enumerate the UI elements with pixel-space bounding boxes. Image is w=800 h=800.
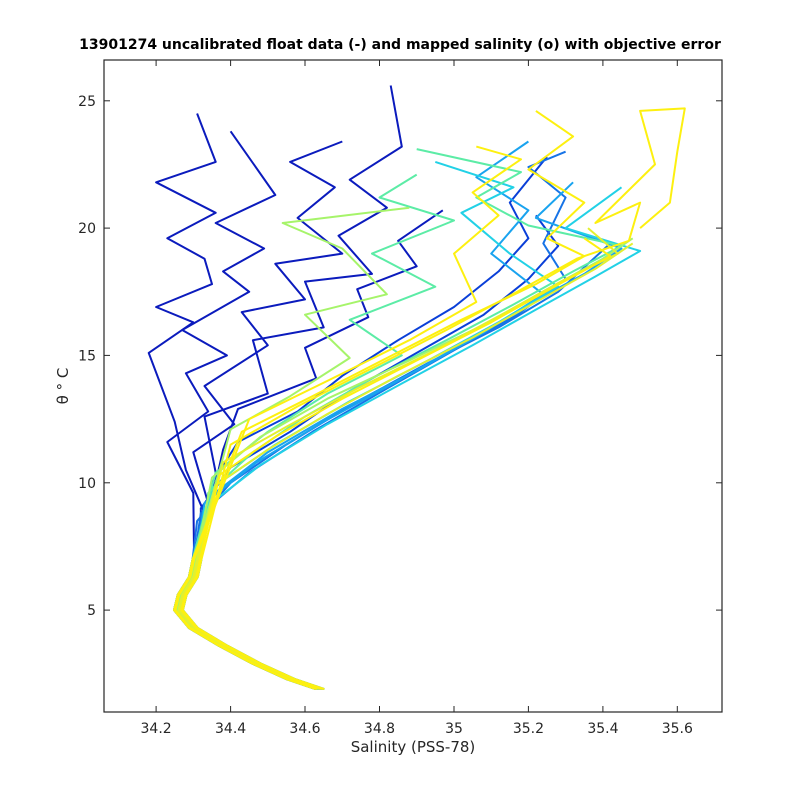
profile-line-23: [174, 145, 522, 691]
x-tick-label: 35.6: [662, 721, 693, 737]
y-tick-label: 20: [78, 221, 96, 237]
profile-line-21: [181, 107, 686, 691]
y-tick-label: 5: [87, 603, 96, 619]
series-layer: [147, 85, 686, 691]
chart-title: 13901274 uncalibrated float data (-) and…: [79, 37, 721, 53]
ticks-layer: 34.2 34.4 34.6 34.8 35 35.2 35.4 35.6 5 10 15 20 25: [78, 60, 722, 737]
y-tick-label: 25: [78, 94, 96, 110]
x-axis-label: Salinity (PSS-78): [351, 738, 476, 756]
x-tick-label: 35: [445, 721, 463, 737]
x-tick-label: 34.2: [141, 721, 172, 737]
plot-area: [104, 60, 722, 712]
y-tick-label: 15: [78, 348, 96, 364]
x-tick-label: 34.6: [289, 721, 320, 737]
y-axis-label: θ ° C: [54, 368, 72, 405]
y-tick-label: 10: [78, 476, 96, 492]
x-tick-label: 35.2: [513, 721, 544, 737]
plot-frame: [103, 59, 723, 713]
x-tick-label: 34.8: [364, 721, 395, 737]
x-tick-label: 34.4: [215, 721, 246, 737]
x-tick-label: 35.4: [587, 721, 618, 737]
